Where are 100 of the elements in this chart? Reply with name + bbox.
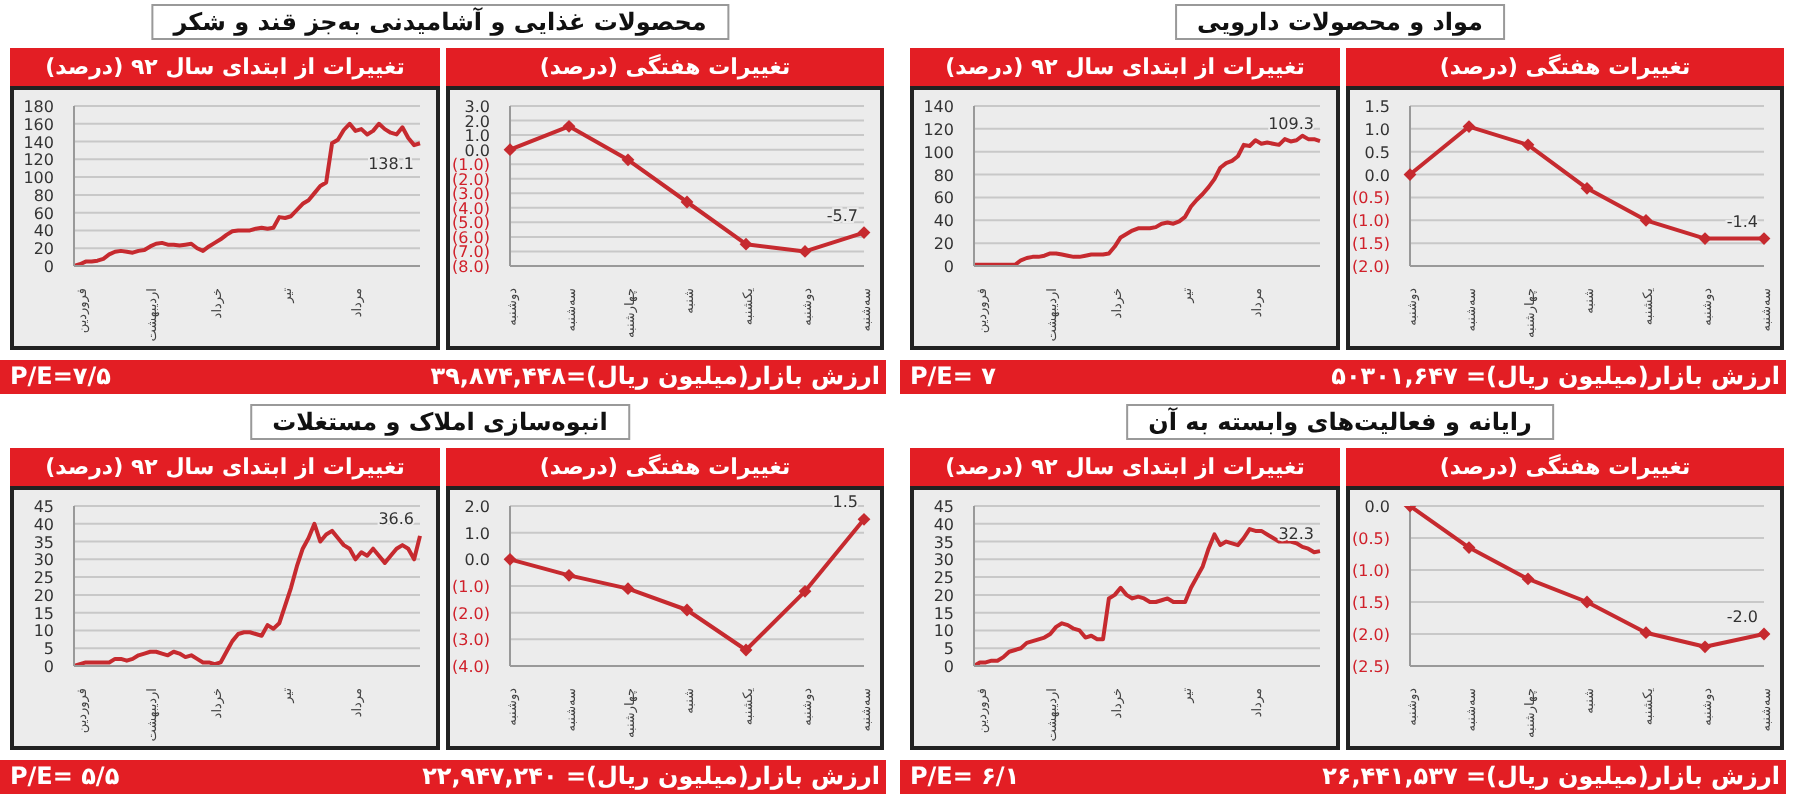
y-tick-label: 15 bbox=[933, 604, 954, 623]
y-tick-label: 100 bbox=[23, 169, 54, 188]
data-label: 1.5 bbox=[832, 493, 858, 512]
y-tick-label: 40 bbox=[33, 222, 54, 241]
y-tick-label: 0 bbox=[43, 658, 54, 676]
y-tick-label: (2.0) bbox=[1352, 258, 1390, 276]
y-tick-label: 30 bbox=[933, 551, 954, 570]
y-tick-label: (2.0) bbox=[452, 170, 490, 189]
text: ارزش بازار(میلیون ریال)= ۲۲,۹۴۷,۲۴۰ bbox=[422, 760, 880, 794]
chart-title: تغییرات هفتگی (درصد) bbox=[1346, 448, 1784, 486]
y-tick-label: 80 bbox=[33, 186, 54, 205]
y-tick-label: 0.0 bbox=[1364, 498, 1390, 516]
y-tick-label: 5 bbox=[943, 640, 954, 659]
y-tick-label: 2.0 bbox=[464, 498, 490, 516]
point bbox=[739, 237, 753, 251]
y-tick-label: 20 bbox=[933, 586, 954, 605]
y-tick-label: (1.0) bbox=[1352, 212, 1390, 231]
y-tick-label: 120 bbox=[923, 120, 954, 139]
point bbox=[680, 195, 694, 209]
point bbox=[857, 512, 871, 526]
y-tick-label: 0 bbox=[43, 258, 54, 276]
text: P/E= ۵/۵ bbox=[10, 760, 120, 794]
point bbox=[1639, 626, 1653, 640]
y-tick-label: 3.0 bbox=[464, 98, 490, 116]
point bbox=[798, 584, 812, 598]
data-label: 36.6 bbox=[378, 509, 414, 528]
text: ارزش بازار(میلیون ریال)= ۵۰۳۰۱,۶۴۷ bbox=[1331, 360, 1780, 394]
chart-subtitle: تغییرات از ابتدای سال ۹۲ (درصد) bbox=[910, 48, 1340, 86]
chart-title: مواد و محصولات دارویی bbox=[1175, 4, 1505, 40]
chart-title: انبوه‌سازی املاک و مستغلات bbox=[250, 404, 630, 440]
chart-subtitle: تغییرات از ابتدای سال ۹۲ (درصد) bbox=[910, 448, 1340, 486]
y-tick-label: 40 bbox=[933, 212, 954, 231]
y-tick-label: 25 bbox=[33, 569, 54, 588]
point bbox=[503, 552, 517, 566]
y-tick-label: 1.0 bbox=[1364, 120, 1390, 139]
y-tick-label: 140 bbox=[923, 98, 954, 116]
y-tick-label: 1.0 bbox=[464, 524, 490, 543]
y-tick-label: (1.0) bbox=[452, 156, 490, 175]
point bbox=[1757, 627, 1771, 641]
y-tick-label: 160 bbox=[23, 115, 54, 134]
text: ارزش بازار(میلیون ریال)= ۲۶,۴۴۱,۵۳۷ bbox=[1322, 760, 1780, 794]
y-tick-label: 0.0 bbox=[1364, 166, 1390, 185]
point bbox=[1639, 213, 1653, 227]
y-tick-label: 20 bbox=[33, 586, 54, 605]
y-tick-label: (3.0) bbox=[452, 185, 490, 204]
y-tick-label: 1.5 bbox=[1364, 98, 1390, 116]
y-tick-label: 0 bbox=[943, 658, 954, 676]
chart-title: تغییرات هفتگی (درصد) bbox=[446, 448, 884, 486]
y-tick-label: 180 bbox=[23, 98, 54, 116]
point bbox=[1521, 138, 1535, 152]
y-tick-label: (1.5) bbox=[1352, 594, 1390, 612]
y-tick-label: 40 bbox=[933, 515, 954, 534]
y-tick-label: 20 bbox=[33, 240, 54, 259]
y-tick-label: (4.0) bbox=[452, 199, 490, 218]
data-label: -2.0 bbox=[1726, 608, 1758, 626]
y-tick-label: (1.5) bbox=[1352, 235, 1390, 254]
y-tick-label: 35 bbox=[933, 533, 954, 552]
chart-title: رایانه و فعالیت‌های وابسته به آن bbox=[1126, 404, 1554, 440]
y-tick-label: (0.5) bbox=[1352, 530, 1390, 548]
y-tick-label: (2.0) bbox=[1352, 626, 1390, 644]
y-tick-label: (1.0) bbox=[1352, 562, 1390, 580]
y-tick-label: 45 bbox=[933, 498, 954, 516]
y-tick-label: (2.5) bbox=[1352, 658, 1390, 676]
y-tick-label: 1.0 bbox=[464, 127, 490, 146]
text: P/E=۷/۵ bbox=[10, 360, 111, 394]
y-tick-label: 120 bbox=[23, 151, 54, 170]
y-tick-label: (0.5) bbox=[1352, 189, 1390, 208]
point bbox=[1521, 572, 1535, 586]
point bbox=[621, 582, 635, 596]
y-tick-label: 0.0 bbox=[464, 551, 490, 570]
y-tick-label: 80 bbox=[933, 166, 954, 185]
chart-subtitle: تغییرات از ابتدای سال ۹۲ (درصد) bbox=[10, 448, 440, 486]
y-tick-label: 2.0 bbox=[464, 112, 490, 131]
y-tick-label: 140 bbox=[23, 133, 54, 152]
y-tick-label: 10 bbox=[33, 622, 54, 641]
y-tick-label: 20 bbox=[933, 235, 954, 254]
point bbox=[739, 643, 753, 657]
text: P/E= ۷ bbox=[910, 360, 996, 394]
y-tick-label: 35 bbox=[33, 533, 54, 552]
point bbox=[562, 568, 576, 582]
data-label: -5.7 bbox=[826, 206, 858, 225]
point bbox=[1698, 640, 1712, 654]
y-tick-label: 45 bbox=[33, 498, 54, 516]
y-tick-label: 10 bbox=[933, 622, 954, 641]
y-tick-label: 15 bbox=[33, 604, 54, 623]
y-tick-label: 25 bbox=[933, 569, 954, 588]
y-tick-label: 100 bbox=[923, 143, 954, 162]
y-tick-label: (4.0) bbox=[452, 658, 490, 676]
y-tick-label: (6.0) bbox=[452, 228, 490, 247]
y-tick-label: 40 bbox=[33, 515, 54, 534]
data-label: 32.3 bbox=[1278, 525, 1314, 544]
chart-title: محصولات غذایی و آشامیدنی به‌جز قند و شکر bbox=[151, 4, 729, 40]
data-label: 138.1 bbox=[368, 155, 414, 174]
y-tick-label: (7.0) bbox=[452, 243, 490, 262]
point bbox=[680, 603, 694, 617]
y-tick-label: 0.5 bbox=[1364, 143, 1390, 162]
y-tick-label: 0.0 bbox=[464, 141, 490, 160]
text: ارزش بازار(میلیون ریال)=۳۹,۸۷۴,۴۴۸ bbox=[430, 360, 880, 394]
y-tick-label: 60 bbox=[933, 189, 954, 208]
y-tick-label: 5 bbox=[43, 640, 54, 659]
